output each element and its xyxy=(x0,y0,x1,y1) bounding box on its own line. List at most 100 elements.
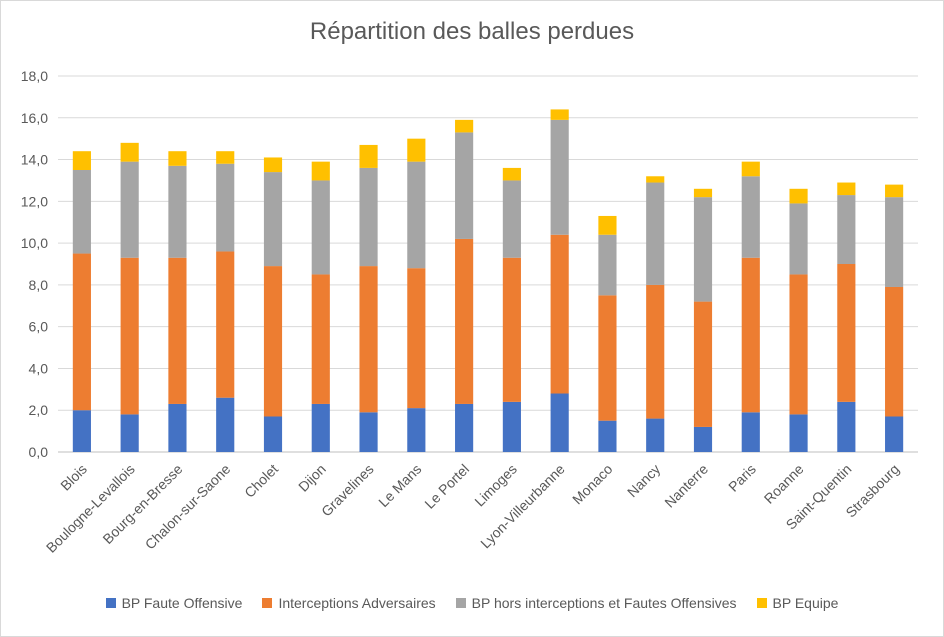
bar-segment xyxy=(693,301,713,427)
bar-segment xyxy=(168,257,187,404)
bar-segment xyxy=(646,284,665,419)
bar-segment xyxy=(837,195,856,264)
y-tick-label: 2,0 xyxy=(29,402,49,418)
bar-segment xyxy=(407,161,426,269)
y-tick-label: 14,0 xyxy=(21,152,48,168)
bar-segment xyxy=(407,138,426,162)
bar-segment xyxy=(550,393,569,452)
x-tick-label: Blois xyxy=(57,461,90,494)
bar-segment xyxy=(646,418,665,452)
bar-segment xyxy=(598,420,617,452)
legend-label: BP Equipe xyxy=(772,595,839,611)
bar-segment xyxy=(263,416,283,452)
bar-segment xyxy=(502,180,521,258)
legend-swatch xyxy=(262,598,273,608)
bar-segment xyxy=(311,161,330,181)
bar-segment xyxy=(120,414,139,452)
bar-segment xyxy=(502,167,521,181)
bar-segment xyxy=(502,401,521,452)
bar-segment xyxy=(263,266,283,417)
x-tick-label: Le Portel xyxy=(421,461,472,512)
bar-segment xyxy=(263,157,283,173)
legend-label: BP Faute Offensive xyxy=(121,595,243,611)
bar-segment xyxy=(455,403,474,452)
bar-segment xyxy=(72,410,91,452)
bar-segment xyxy=(885,286,904,417)
bar-segment xyxy=(407,408,426,452)
x-tick-label: Limoges xyxy=(471,461,520,510)
x-tick-label: Nanterre xyxy=(661,461,711,511)
bar-segment xyxy=(550,119,569,235)
bar-segment xyxy=(598,234,617,296)
bar-segment xyxy=(168,165,187,258)
x-tick-label: Monaco xyxy=(569,461,616,508)
legend-swatch xyxy=(455,598,466,608)
y-tick-label: 18,0 xyxy=(21,68,48,84)
legend: BP Faute Offensive Interceptions Adversai… xyxy=(0,595,944,611)
y-tick-label: 6,0 xyxy=(29,319,49,335)
x-tick-label: Boulogne-Levallois xyxy=(43,461,138,556)
bar-segment xyxy=(72,151,91,170)
bar-segment xyxy=(455,119,474,133)
legend-item: BP Faute Offensive xyxy=(105,595,243,611)
x-tick-label: Roanne xyxy=(761,461,807,507)
bar-segment xyxy=(837,401,856,452)
y-tick-label: 10,0 xyxy=(21,235,48,251)
bar-segment xyxy=(168,403,187,452)
bar-segment xyxy=(885,197,904,287)
bar-segment xyxy=(359,167,378,267)
y-tick-label: 0,0 xyxy=(29,444,49,460)
x-tick-label: Chalon-sur-Saone xyxy=(142,461,234,553)
bar-segment xyxy=(263,172,283,267)
bar-segment xyxy=(502,257,521,402)
y-tick-label: 8,0 xyxy=(29,277,49,293)
bar-segment xyxy=(646,176,665,183)
bar-segment xyxy=(216,163,235,252)
y-tick-label: 12,0 xyxy=(21,193,48,209)
bar-segment xyxy=(359,412,378,452)
x-tick-label: Le Mans xyxy=(375,461,424,510)
bar-segment xyxy=(550,109,569,120)
bar-segment xyxy=(741,257,760,413)
bar-segment xyxy=(120,142,139,162)
bar-segment xyxy=(359,266,378,413)
bar-segment xyxy=(693,426,713,452)
bar-segment xyxy=(72,253,91,411)
bar-segment xyxy=(789,414,808,452)
legend-swatch xyxy=(756,598,767,608)
bar-segment xyxy=(120,161,139,258)
bar-segment xyxy=(741,161,760,177)
bar-segment xyxy=(216,397,235,452)
bar-segment xyxy=(646,182,665,285)
chart-title: Répartition des balles perdues xyxy=(309,18,635,45)
bar-segment xyxy=(407,268,426,409)
bar-segment xyxy=(693,197,713,302)
bar-segment xyxy=(72,170,91,254)
bar-segment xyxy=(168,151,187,166)
bar-segment xyxy=(837,182,856,196)
bar-segment xyxy=(693,188,713,198)
bar-segment xyxy=(741,176,760,258)
y-tick-label: 4,0 xyxy=(29,360,49,376)
bar-segment xyxy=(359,144,378,168)
x-tick-label: Paris xyxy=(725,461,759,495)
x-tick-label: Lyon-Villeurbanne xyxy=(477,461,568,552)
bar-segment xyxy=(311,180,330,275)
y-tick-label: 16,0 xyxy=(21,110,48,126)
bar-segment xyxy=(837,264,856,402)
bar-segment xyxy=(789,274,808,415)
bar-segment xyxy=(885,184,904,198)
bar-segment xyxy=(741,412,760,452)
bar-segment xyxy=(550,234,569,394)
x-tick-label: Gravelines xyxy=(318,461,377,520)
x-tick-label: Cholet xyxy=(241,461,281,501)
legend-label: BP hors interceptions et Fautes Offensiv… xyxy=(471,595,737,611)
bar-segment xyxy=(789,203,808,275)
bar-segment xyxy=(598,295,617,421)
bar-segment xyxy=(598,215,617,235)
legend-item: BP Equipe xyxy=(756,595,839,611)
bar-segment xyxy=(120,257,139,415)
bar-segment xyxy=(455,132,474,239)
legend-item: Interceptions Adversaires xyxy=(262,595,436,611)
